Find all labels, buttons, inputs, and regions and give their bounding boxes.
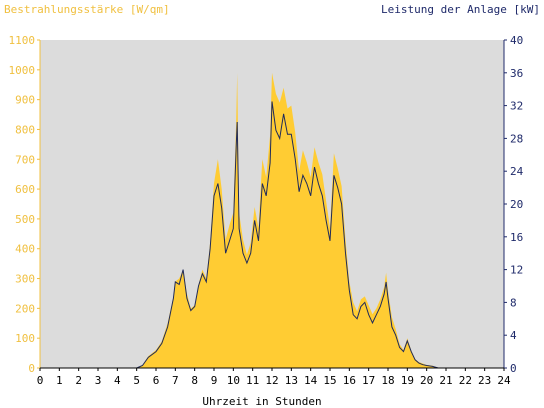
left-tick-labels: 0 100 200 300 400 500 600 700 800 900 1000 1100 (9, 34, 40, 375)
x-tick-label: 18 (381, 374, 394, 387)
x-tick-label: 10 (227, 374, 240, 387)
right-tick-label: 4 (510, 329, 517, 342)
left-tick-label: 0 (28, 362, 35, 375)
x-tick-label: 8 (191, 374, 198, 387)
x-tick-label: 0 (37, 374, 44, 387)
x-tick-label: 11 (246, 374, 259, 387)
right-axis-title: Leistung der Anlage [kW] (381, 3, 540, 16)
right-tick-label: 0 (510, 362, 517, 375)
x-tick-label: 4 (114, 374, 121, 387)
x-tick-label: 21 (439, 374, 452, 387)
x-tick-label: 24 (497, 374, 511, 387)
x-tick-label: 6 (153, 374, 160, 387)
right-tick-label: 8 (510, 296, 517, 309)
right-tick-label: 40 (510, 34, 523, 47)
right-tick-label: 24 (510, 165, 524, 178)
left-tick-label: 100 (15, 332, 35, 345)
x-tick-label: 13 (285, 374, 298, 387)
x-tick-label: 19 (401, 374, 414, 387)
x-tick-label: 15 (323, 374, 336, 387)
right-tick-label: 36 (510, 67, 523, 80)
left-tick-label: 1000 (9, 64, 36, 77)
left-tick-label: 1100 (9, 34, 36, 47)
left-tick-label: 700 (15, 153, 35, 166)
right-tick-label: 20 (510, 198, 523, 211)
x-tick-label: 1 (56, 374, 63, 387)
x-axis-title: Uhrzeit in Stunden (202, 395, 321, 408)
x-tick-label: 2 (75, 374, 82, 387)
right-tick-label: 32 (510, 100, 523, 113)
left-tick-label: 600 (15, 183, 35, 196)
x-tick-label: 3 (95, 374, 102, 387)
right-tick-label: 16 (510, 231, 523, 244)
x-tick-label: 22 (459, 374, 472, 387)
right-tick-labels: 0 4 8 12 16 20 24 28 32 36 40 (504, 34, 524, 375)
right-tick-label: 28 (510, 132, 523, 145)
x-tick-label: 16 (343, 374, 356, 387)
x-tick-label: 17 (362, 374, 375, 387)
power-line (40, 101, 504, 369)
left-tick-label: 200 (15, 302, 35, 315)
x-tick-label: 20 (420, 374, 433, 387)
x-tick-label: 14 (304, 374, 318, 387)
left-tick-label: 300 (15, 273, 35, 286)
x-tick-labels: 0 1 2 3 4 5 6 7 8 9 10 11 12 13 14 15 16 17 18 19 20 21 22 23 24 (37, 368, 511, 387)
x-tick-label: 5 (133, 374, 140, 387)
x-tick-label: 12 (265, 374, 278, 387)
left-tick-label: 900 (15, 94, 35, 107)
left-tick-label: 400 (15, 243, 35, 256)
left-axis-title: Bestrahlungsstärke [W/qm] (4, 3, 170, 16)
x-tick-label: 9 (211, 374, 218, 387)
left-tick-label: 800 (15, 123, 35, 136)
right-tick-label: 12 (510, 264, 523, 277)
x-tick-label: 7 (172, 374, 179, 387)
left-tick-label: 500 (15, 213, 35, 226)
x-tick-label: 23 (478, 374, 491, 387)
